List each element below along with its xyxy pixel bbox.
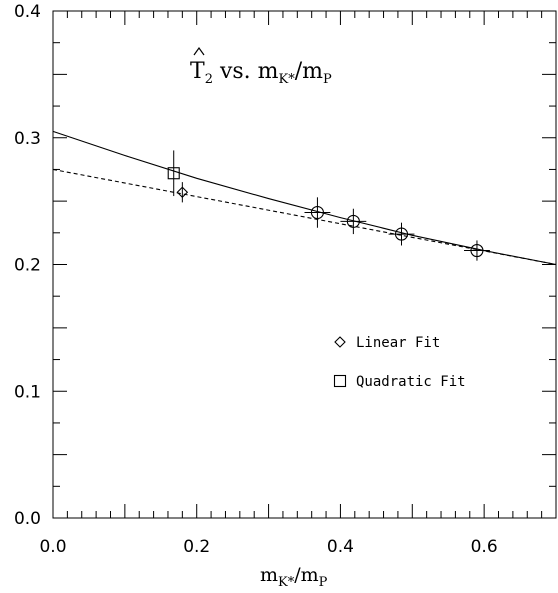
circle-marker <box>346 214 360 228</box>
chart-title: T2 vs. mK*/mP <box>190 59 332 87</box>
plot-frame <box>52 10 557 519</box>
legend: Linear Fit Quadratic Fit <box>333 335 466 390</box>
x-tick-label: 0.4 <box>327 537 354 557</box>
circle-marker <box>310 205 324 220</box>
y-tick-label: 0.1 <box>14 382 41 402</box>
fit-lines <box>52 130 557 266</box>
legend-label-quadratic-fit: Quadratic Fit <box>356 374 466 390</box>
y-tick-label: 0.2 <box>14 256 41 276</box>
x-tick-label: 0.0 <box>39 537 66 557</box>
y-tick-label: 0.0 <box>14 509 41 529</box>
y-tick-label: 0.4 <box>14 2 41 22</box>
x-tick-label: 0.6 <box>471 537 498 557</box>
legend-diamond-icon <box>334 336 346 348</box>
axis-ticks <box>52 10 557 519</box>
square-marker <box>167 167 180 180</box>
quadratic-fit-line <box>52 130 557 266</box>
diamond-marker <box>176 186 189 199</box>
legend-diamond <box>334 336 346 348</box>
tick-labels: 0.0 0.2 0.4 0.6 0.0 0.1 0.2 0.3 0.4 <box>14 2 498 557</box>
linear-fit-line <box>52 168 557 266</box>
legend-square-icon <box>333 374 347 388</box>
circle-marker <box>470 244 484 258</box>
title-hat-icon <box>193 46 205 56</box>
circle-marker <box>394 227 409 241</box>
legend-square <box>333 374 347 388</box>
y-tick-label: 0.3 <box>14 129 41 149</box>
data-points <box>167 150 490 261</box>
legend-label-linear-fit: Linear Fit <box>356 335 440 351</box>
x-axis-label: mK*/mP <box>260 564 328 590</box>
x-tick-label: 0.2 <box>183 537 210 557</box>
